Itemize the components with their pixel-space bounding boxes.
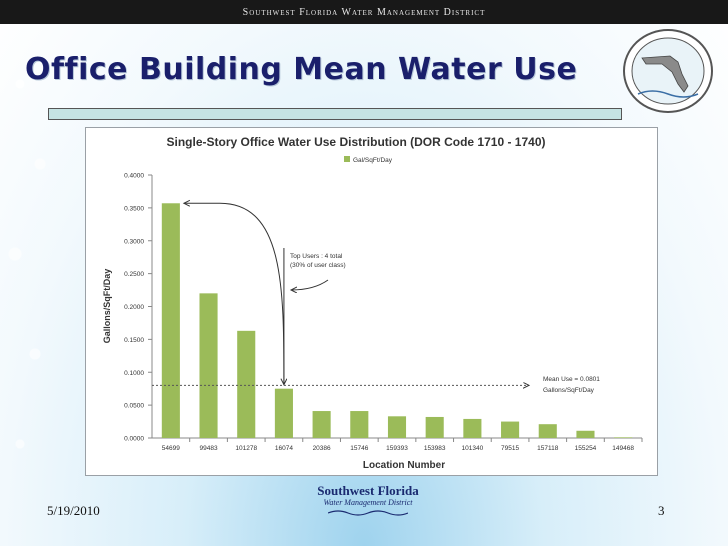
x-tick-label: 16074 — [275, 445, 293, 452]
org-name: Southwest Florida Water Management Distr… — [242, 6, 486, 18]
y-tick-label: 0.0500 — [124, 403, 144, 410]
slide-date: 5/19/2010 — [47, 503, 100, 518]
annotation-pointer-arrow — [291, 279, 329, 290]
x-tick-label: 20386 — [313, 445, 331, 452]
bar-chart: Single-Story Office Water Use Distributi… — [102, 135, 643, 471]
x-tick-label: 15746 — [350, 445, 368, 452]
footer-logo: Southwest Florida Water Management Distr… — [308, 484, 428, 522]
bar-16074 — [274, 388, 293, 438]
y-tick-label: 0.3000 — [124, 238, 144, 245]
bar-159393 — [387, 416, 407, 438]
footer-logo-line2: Water Management District — [323, 498, 413, 507]
chart-title: Single-Story Office Water Use Distributi… — [167, 135, 546, 149]
y-tick-label: 0.1500 — [124, 337, 144, 344]
bar-79515 — [501, 421, 520, 438]
water-drops-decoration — [0, 24, 60, 494]
y-tick-label: 0.4000 — [124, 173, 144, 180]
top-users-bracket-arrow — [184, 203, 285, 384]
bar-157118 — [538, 424, 557, 438]
x-tick-label: 101340 — [462, 445, 484, 452]
x-tick-label: 159393 — [386, 445, 408, 452]
y-tick-label: 0.0000 — [124, 436, 144, 443]
y-axis-label: Gallons/SqFt/Day — [102, 269, 112, 344]
mean-annotation-line1: Mean Use = 0.0801 — [543, 376, 600, 383]
header-bar: Southwest Florida Water Management Distr… — [0, 0, 728, 24]
y-tick-label: 0.2000 — [124, 304, 144, 311]
bar-153983 — [425, 416, 444, 438]
y-tick-label: 0.2500 — [124, 271, 144, 278]
top-users-annotation-line1: Top Users : 4 total — [290, 253, 343, 260]
bar-20386 — [312, 411, 331, 438]
mean-annotation-line2: Gallons/SqFt/Day — [543, 387, 595, 394]
x-tick-label: 54699 — [162, 445, 180, 452]
top-users-annotation-line2: (30% of user class) — [290, 262, 346, 269]
x-tick-label: 79515 — [501, 445, 519, 452]
page-number: 3 — [658, 503, 665, 518]
bar-101340 — [463, 418, 482, 438]
legend-label: Gal/SqFt/Day — [353, 157, 393, 164]
wave-icon — [328, 510, 408, 516]
district-seal-icon — [623, 29, 713, 113]
y-tick-label: 0.3500 — [124, 205, 144, 212]
bar-149468 — [614, 437, 633, 438]
x-tick-label: 157118 — [537, 445, 559, 452]
bar-54699 — [161, 203, 180, 438]
plot-area: 0.0000 0.0500 0.1000 0.1500 0.2000 0.2500 0.30… — [124, 173, 643, 452]
bar-101278 — [237, 330, 256, 438]
bar-99483 — [199, 293, 218, 438]
chart-frame: Single-Story Office Water Use Distributi… — [85, 127, 658, 476]
x-tick-label: 155254 — [575, 445, 597, 452]
x-tick-label: 153983 — [424, 445, 446, 452]
bar-155254 — [576, 430, 595, 438]
title-underline-bar — [48, 108, 622, 120]
x-axis-label: Location Number — [363, 460, 445, 471]
x-tick-label: 149468 — [612, 445, 634, 452]
bar-15746 — [350, 411, 369, 438]
x-tick-label: 101278 — [235, 445, 257, 452]
x-tick-label: 99483 — [199, 445, 217, 452]
slide-title: Office Building Mean Water Use — [25, 52, 578, 87]
y-tick-label: 0.1000 — [124, 370, 144, 377]
legend-swatch — [344, 156, 350, 162]
footer-logo-line1: Southwest Florida — [317, 483, 419, 498]
